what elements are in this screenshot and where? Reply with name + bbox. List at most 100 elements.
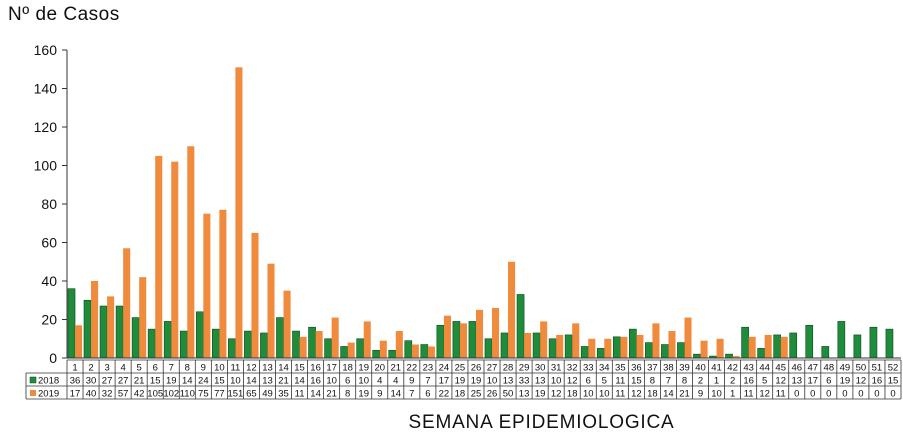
bar-2019 xyxy=(107,296,115,358)
category-label: 10 xyxy=(214,363,225,374)
x-axis-label: SEMANA EPIDEMIOLOGICA xyxy=(408,412,675,433)
y-tick-label: 0 xyxy=(49,350,57,366)
value-2018: 19 xyxy=(471,376,482,387)
category-label: 2 xyxy=(88,363,93,374)
category-label: 18 xyxy=(342,363,353,374)
bar-2018 xyxy=(388,349,397,359)
bar-2019 xyxy=(556,334,564,358)
bar-2018 xyxy=(532,332,541,359)
value-2018: 14 xyxy=(246,376,257,387)
bar-2018 xyxy=(612,336,621,359)
bar-2018 xyxy=(436,324,445,359)
value-2018: 13 xyxy=(503,376,514,387)
category-label: 22 xyxy=(407,363,418,374)
bar-2019 xyxy=(203,213,211,358)
bar-2019 xyxy=(443,315,451,358)
bar-2019 xyxy=(155,155,163,358)
value-2018: 14 xyxy=(294,376,305,387)
value-2018: 1 xyxy=(714,376,719,387)
category-label: 25 xyxy=(455,363,466,374)
value-2019: 8 xyxy=(345,389,350,400)
bar-2018 xyxy=(179,330,188,359)
category-label: 11 xyxy=(230,363,240,374)
bar-2019 xyxy=(668,331,676,358)
value-2019: 102 xyxy=(163,389,179,400)
bar-2019 xyxy=(572,323,580,358)
bar-2019 xyxy=(331,317,339,358)
bar-2019 xyxy=(700,340,708,358)
bar-2018 xyxy=(741,326,749,359)
value-2019: 32 xyxy=(102,389,113,400)
value-2019: 11 xyxy=(744,389,754,400)
bar-2018 xyxy=(195,311,204,359)
value-2018: 30 xyxy=(86,376,97,387)
bars xyxy=(67,67,894,359)
bar-2018 xyxy=(693,353,701,359)
value-2019: 0 xyxy=(890,389,895,400)
value-2019: 11 xyxy=(615,389,625,400)
value-2018: 4 xyxy=(393,376,398,387)
y-axis-label: Nº de Casos xyxy=(8,4,120,25)
value-2019: 14 xyxy=(310,389,321,400)
value-2018: 7 xyxy=(425,376,430,387)
category-label: 33 xyxy=(583,363,594,374)
bar-2019 xyxy=(251,232,259,358)
value-2018: 9 xyxy=(409,376,414,387)
bar-2018 xyxy=(837,321,846,359)
value-2019: 6 xyxy=(425,389,430,400)
bar-2018 xyxy=(99,305,108,359)
value-2019: 22 xyxy=(439,389,450,400)
value-2018: 14 xyxy=(182,376,193,387)
value-2019: 1 xyxy=(730,389,735,400)
value-2019: 14 xyxy=(390,389,401,400)
value-2019: 25 xyxy=(471,389,482,400)
category-label: 40 xyxy=(695,363,706,374)
bar-2018 xyxy=(324,338,332,359)
value-2018: 10 xyxy=(358,376,369,387)
value-2018: 13 xyxy=(535,376,546,387)
value-2018: 5 xyxy=(762,376,767,387)
value-2018: 13 xyxy=(262,376,273,387)
value-2018: 24 xyxy=(198,376,209,387)
value-2019: 21 xyxy=(326,389,337,400)
bar-2018 xyxy=(661,344,669,359)
value-2019: 10 xyxy=(583,389,594,400)
y-ticks: 0 20 40 60 80 100 120 140 160 xyxy=(34,42,67,366)
value-2018: 19 xyxy=(166,376,177,387)
value-2019: 10 xyxy=(711,389,722,400)
value-2018: 11 xyxy=(615,376,625,387)
value-2018: 13 xyxy=(791,376,802,387)
value-2018: 17 xyxy=(807,376,818,387)
y-tick-label: 100 xyxy=(34,158,58,174)
value-2018: 16 xyxy=(310,376,321,387)
bar-2019 xyxy=(684,317,692,358)
value-2019: 12 xyxy=(551,389,562,400)
category-label: 3 xyxy=(104,363,109,374)
value-2018: 19 xyxy=(840,376,851,387)
bar-2018 xyxy=(885,328,894,359)
value-2019: 0 xyxy=(794,389,799,400)
category-label: 8 xyxy=(185,363,190,374)
bar-2018 xyxy=(500,332,509,359)
bar-2018 xyxy=(340,346,348,359)
value-2019: 35 xyxy=(278,389,289,400)
category-label: 17 xyxy=(326,363,337,374)
category-label: 14 xyxy=(278,363,289,374)
bar-2018 xyxy=(260,332,268,359)
bar-2018 xyxy=(244,330,252,359)
bar-2019 xyxy=(171,161,179,358)
value-2019: 0 xyxy=(858,389,863,400)
category-label: 21 xyxy=(390,363,401,374)
bar-2019 xyxy=(780,336,788,358)
value-2019: 11 xyxy=(295,389,305,400)
y-tick-label: 20 xyxy=(41,312,57,328)
category-label: 38 xyxy=(663,363,674,374)
value-2018: 6 xyxy=(345,376,350,387)
value-2019: 9 xyxy=(377,389,382,400)
category-label: 4 xyxy=(120,363,125,374)
bar-2019 xyxy=(187,146,195,358)
value-2019: 40 xyxy=(86,389,97,400)
value-2019: 13 xyxy=(519,389,530,400)
value-2019: 49 xyxy=(262,389,273,400)
